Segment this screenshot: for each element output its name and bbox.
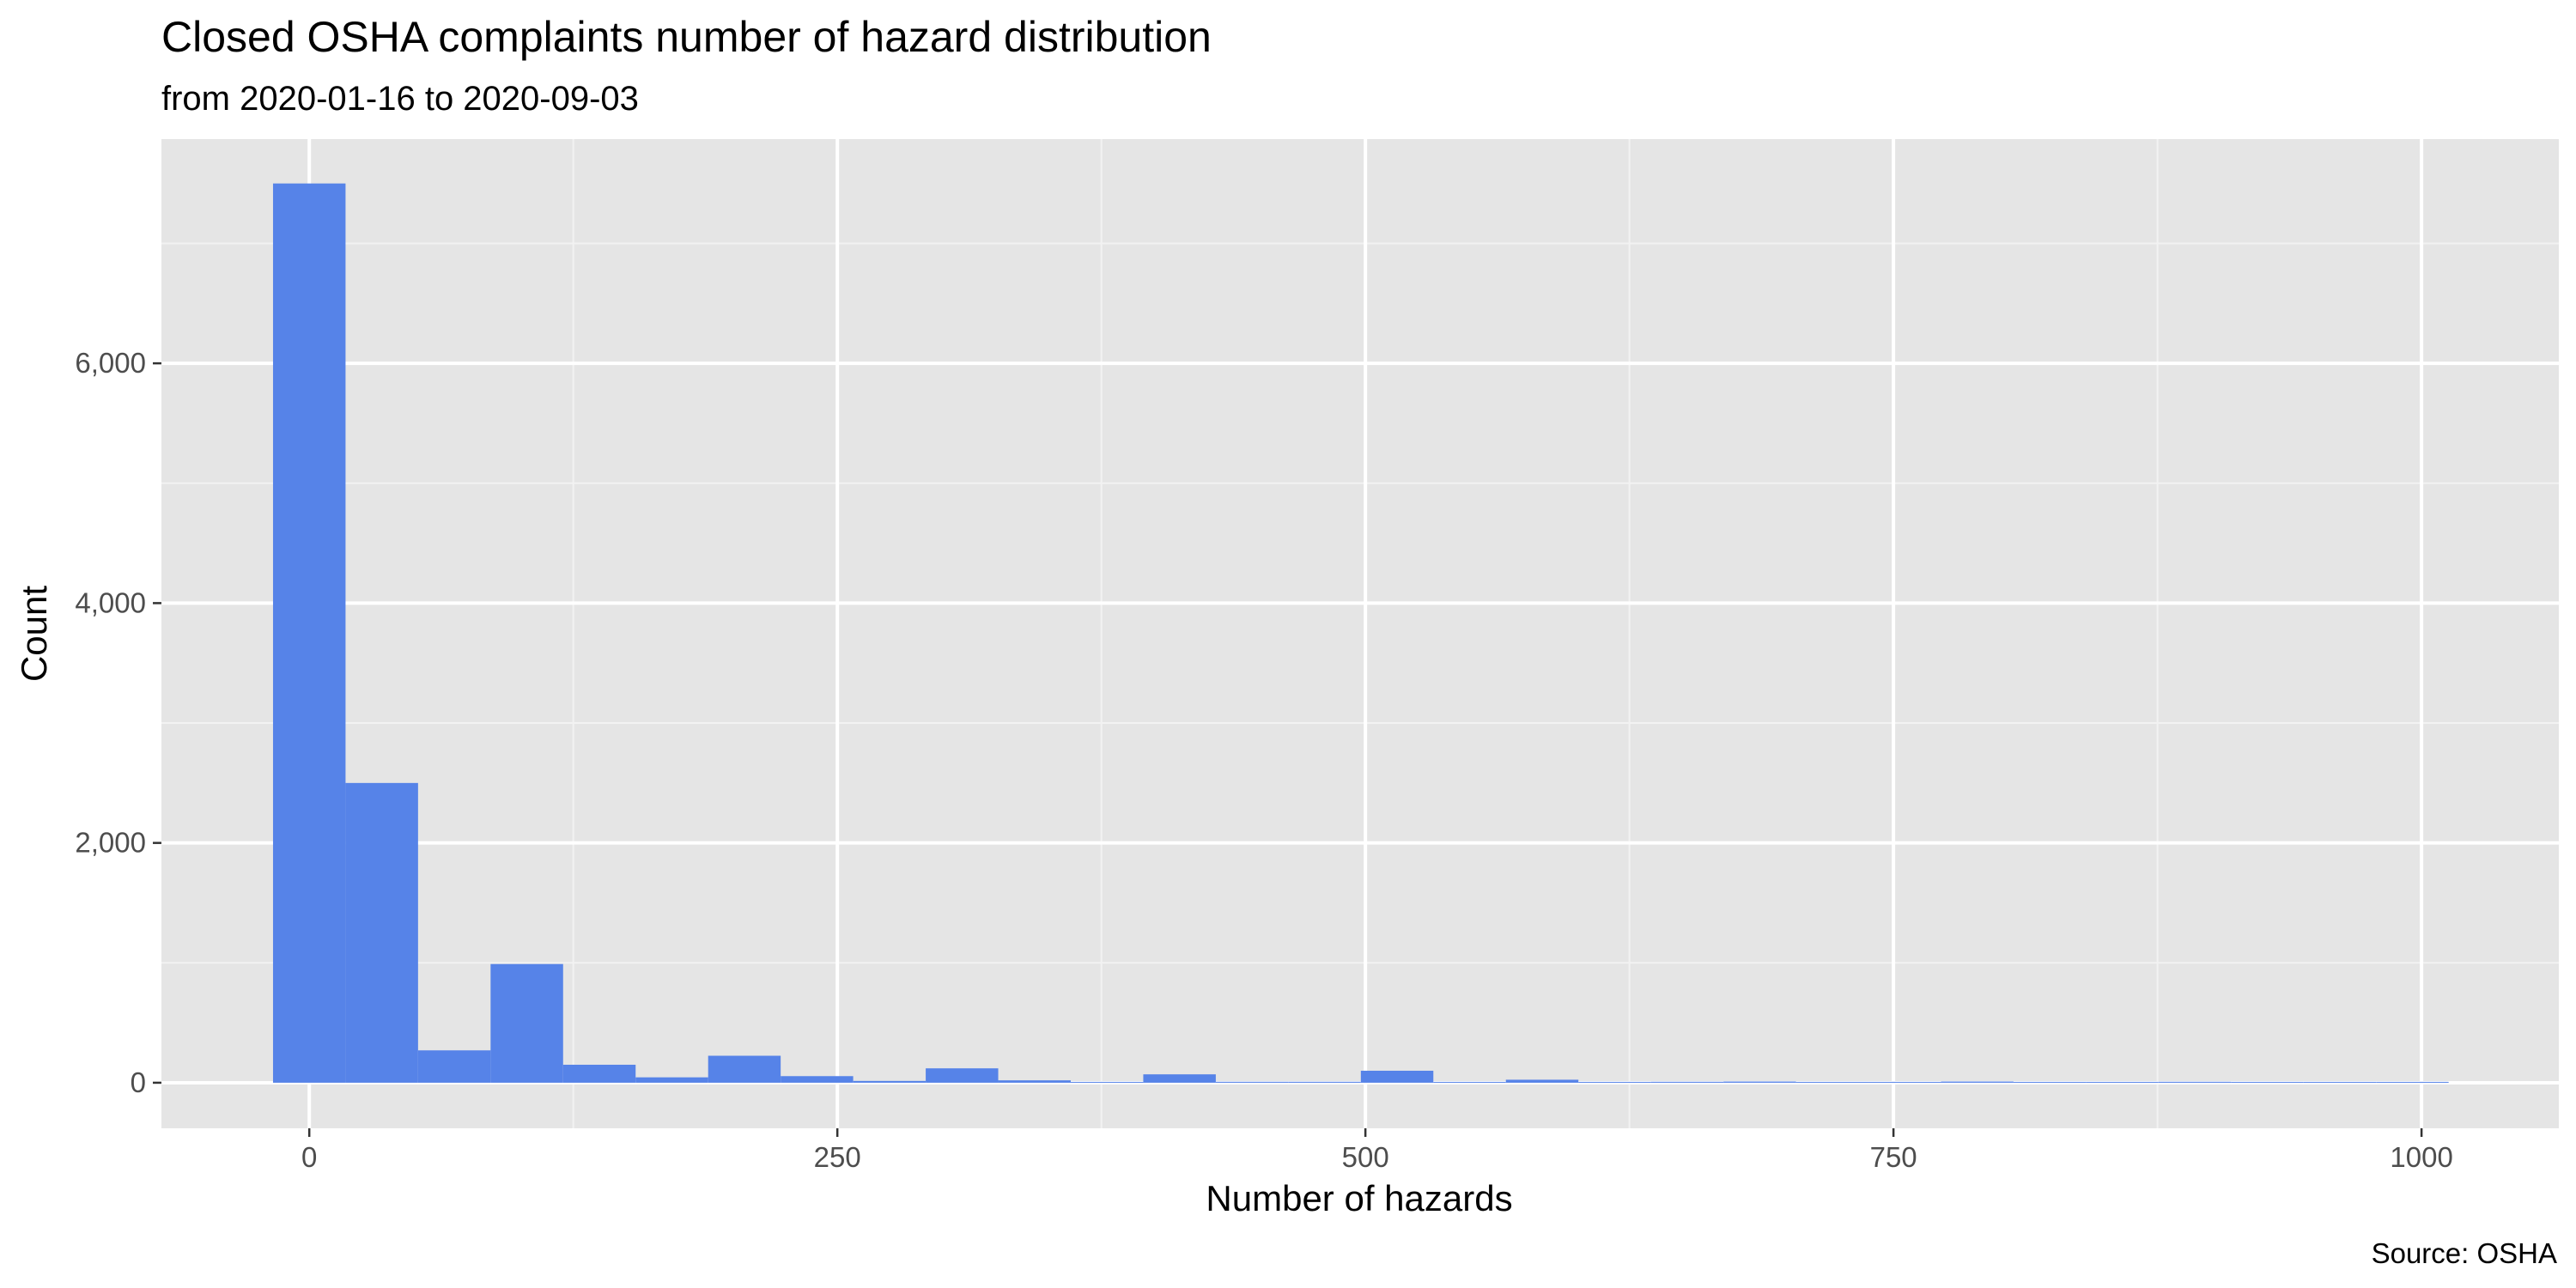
x-tick-label: 1000 — [2390, 1141, 2452, 1173]
histogram-bar — [1795, 1081, 1869, 1083]
histogram-bar — [1433, 1081, 1506, 1083]
histogram-bar — [998, 1080, 1071, 1083]
histogram-bar — [2158, 1081, 2232, 1083]
histogram-bar — [1288, 1081, 1361, 1083]
histogram-bar — [2303, 1081, 2377, 1083]
histogram-bar — [2231, 1081, 2304, 1083]
histogram-bars — [272, 183, 2449, 1083]
histogram-bar — [1868, 1081, 1941, 1083]
major-gridlines — [161, 139, 2559, 1128]
histogram-bar — [1215, 1081, 1289, 1083]
histogram-bar — [926, 1068, 999, 1083]
minor-gridlines — [161, 139, 2559, 1128]
chart-caption: Source: OSHA — [2372, 1237, 2557, 1269]
y-axis-title: Count — [14, 586, 54, 682]
x-tick-label: 750 — [1870, 1141, 1917, 1173]
histogram-bar — [1505, 1079, 1579, 1083]
histogram-bar — [2013, 1081, 2087, 1083]
histogram-bar — [1650, 1081, 1724, 1083]
y-tick-label: 0 — [131, 1066, 146, 1098]
histogram-bar — [417, 1050, 491, 1083]
histogram-bar — [1360, 1070, 1434, 1083]
y-tick-label: 4,000 — [75, 586, 146, 618]
histogram-bar — [1941, 1081, 2014, 1083]
x-tick-label: 500 — [1342, 1141, 1389, 1173]
histogram-bar — [1723, 1081, 1796, 1083]
histogram-bar — [2376, 1081, 2449, 1083]
y-axis: 0 2,000 4,000 6,000 — [75, 347, 161, 1098]
x-tick-label: 250 — [814, 1141, 861, 1173]
histogram-bar — [853, 1080, 927, 1083]
histogram-bar — [1143, 1074, 1216, 1083]
y-tick-label: 2,000 — [75, 827, 146, 859]
histogram-bar — [708, 1055, 781, 1083]
histogram-bar — [635, 1077, 708, 1083]
chart-subtitle: from 2020-01-16 to 2020-09-03 — [161, 80, 639, 118]
x-axis-title: Number of hazards — [1206, 1178, 1512, 1218]
histogram-bar — [562, 1064, 636, 1083]
histogram-bar — [345, 782, 418, 1083]
y-tick-label: 6,000 — [75, 347, 146, 379]
histogram-bar — [2086, 1081, 2159, 1083]
histogram-bar — [1071, 1081, 1144, 1083]
histogram-bar — [490, 963, 563, 1083]
chart-title: Closed OSHA complaints number of hazard … — [161, 13, 1212, 61]
histogram-bar — [781, 1076, 854, 1083]
histogram-bar — [1578, 1081, 1651, 1083]
x-tick-label: 0 — [301, 1141, 317, 1173]
histogram-bar — [272, 183, 346, 1083]
x-axis: 0 250 500 750 1000 — [301, 1128, 2453, 1173]
